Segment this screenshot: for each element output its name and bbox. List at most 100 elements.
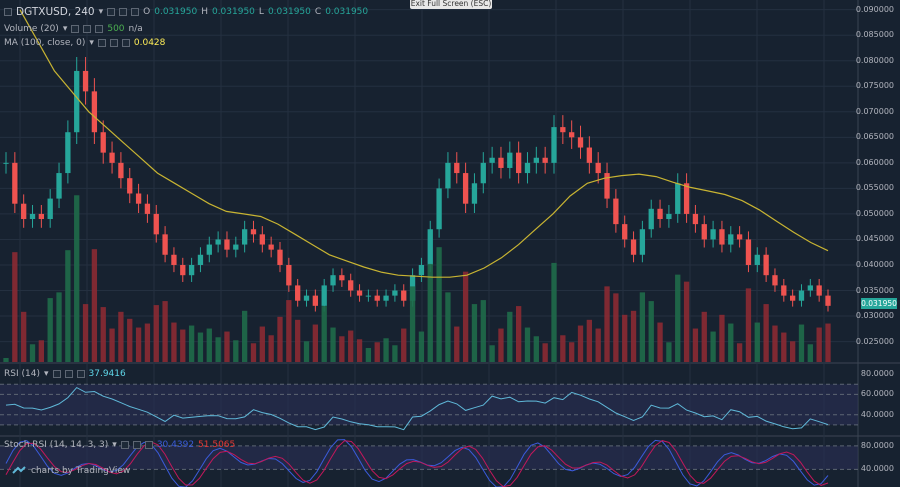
close-icon[interactable] (121, 39, 130, 47)
volume-bar (577, 325, 584, 362)
volume-bar (409, 286, 416, 362)
volume-bar (268, 335, 274, 362)
candle-body (321, 285, 327, 306)
volume-bar (241, 310, 248, 362)
volume-bar (356, 339, 363, 362)
chevron-down-icon[interactable]: ▾ (62, 24, 68, 34)
settings-icon[interactable] (64, 370, 73, 378)
candle-body (507, 152, 513, 168)
tradingview-branding[interactable]: charts by TradingView (12, 466, 130, 476)
volume-bar (542, 343, 548, 362)
volume-bar (91, 249, 98, 362)
volume-bar (798, 324, 805, 362)
visibility-icon[interactable] (97, 39, 106, 47)
price-tick-label: 0.035000 (855, 285, 894, 295)
visibility-icon[interactable] (52, 370, 61, 378)
volume-bar (100, 307, 106, 362)
volume-bar (683, 281, 690, 362)
candle-body (480, 162, 486, 184)
volume-bar (471, 304, 478, 362)
candle-body (259, 234, 265, 245)
rsi-legend: RSI (14) ▾ 37.9416 (4, 369, 126, 379)
ma-value: 0.0428 (133, 38, 166, 48)
candle-body (339, 275, 345, 281)
volume-bar (197, 332, 204, 362)
candle-body (622, 224, 628, 240)
stoch-label[interactable]: Stoch RSI (14, 14, 3, 3) (4, 440, 109, 450)
volume-bar (560, 335, 566, 362)
volume-bar (65, 250, 71, 362)
price-tick-label: 0.055000 (855, 183, 894, 193)
volume-bar (206, 328, 212, 362)
candle-body (100, 132, 106, 153)
ma-label[interactable]: MA (100, close, 0) (4, 38, 86, 48)
candle-body (162, 234, 168, 255)
candle-body (560, 127, 566, 133)
visibility-icon[interactable] (107, 8, 116, 16)
candle-body (630, 239, 637, 255)
volume-bar (127, 318, 133, 362)
price-tick-label: 0.080000 (855, 55, 894, 65)
exit-fullscreen-button[interactable]: Exit Full Screen (ESC) (410, 0, 492, 9)
candle-body (569, 132, 575, 138)
visibility-icon[interactable] (71, 25, 80, 33)
symbol-label[interactable]: DGTXUSD, 240 (16, 6, 95, 18)
volume-bar (162, 301, 168, 362)
branding-text: charts by TradingView (31, 466, 131, 476)
price-tick-label: 0.090000 (855, 4, 894, 14)
settings-icon[interactable] (83, 25, 92, 33)
volume-bar (348, 330, 354, 362)
candle-body (489, 157, 495, 163)
volume-bar (418, 331, 425, 362)
rsi-label[interactable]: RSI (14) (4, 369, 40, 379)
settings-icon[interactable] (132, 441, 141, 449)
settings-icon[interactable] (119, 8, 128, 16)
volume-bar (321, 306, 327, 362)
tradingview-logo-icon (12, 466, 26, 474)
close-icon[interactable] (144, 441, 153, 449)
ma-legend: MA (100, close, 0) ▾ 0.0428 (4, 38, 165, 48)
candle-body (348, 280, 354, 291)
chevron-down-icon[interactable]: ▾ (43, 369, 49, 379)
chevron-down-icon[interactable]: ▾ (89, 38, 94, 48)
price-tick-label: 0.025000 (855, 336, 894, 346)
chevron-down-icon[interactable]: ▾ (112, 440, 117, 450)
rsi-band (0, 384, 858, 425)
price-tick-label: 0.040000 (855, 259, 894, 269)
close-icon[interactable] (131, 8, 140, 16)
candle-body (604, 173, 610, 199)
volume-bar (710, 331, 716, 362)
volume-bar (763, 304, 769, 362)
candle-body (807, 285, 813, 291)
volume-bar (551, 262, 557, 362)
volume-bar (586, 319, 593, 362)
candle-body (56, 173, 62, 199)
settings-icon[interactable] (109, 39, 118, 47)
candle-body (719, 229, 725, 245)
volume-bar (12, 252, 18, 362)
volume-bar (436, 247, 442, 362)
volume-bar (74, 195, 80, 362)
volume-label[interactable]: Volume (20) (4, 24, 59, 34)
collapse-icon[interactable] (4, 8, 12, 16)
candle-body (197, 254, 204, 265)
chevron-down-icon[interactable]: ▾ (98, 7, 104, 17)
candle-body (295, 285, 301, 301)
candle-body (781, 285, 787, 296)
visibility-icon[interactable] (120, 441, 129, 449)
candle-body (595, 162, 601, 174)
candle-body (683, 183, 690, 214)
candle-body (21, 203, 27, 220)
volume-bar (692, 328, 699, 362)
high-value: 0.031950 (211, 7, 255, 17)
close-icon[interactable] (76, 370, 85, 378)
price-tick-label: 0.065000 (855, 132, 894, 142)
candle-body (675, 183, 681, 214)
close-icon[interactable] (95, 25, 104, 33)
candle-body (215, 239, 221, 245)
candle-body (515, 152, 522, 174)
volume-bar (188, 325, 195, 362)
candle-body (303, 295, 310, 301)
